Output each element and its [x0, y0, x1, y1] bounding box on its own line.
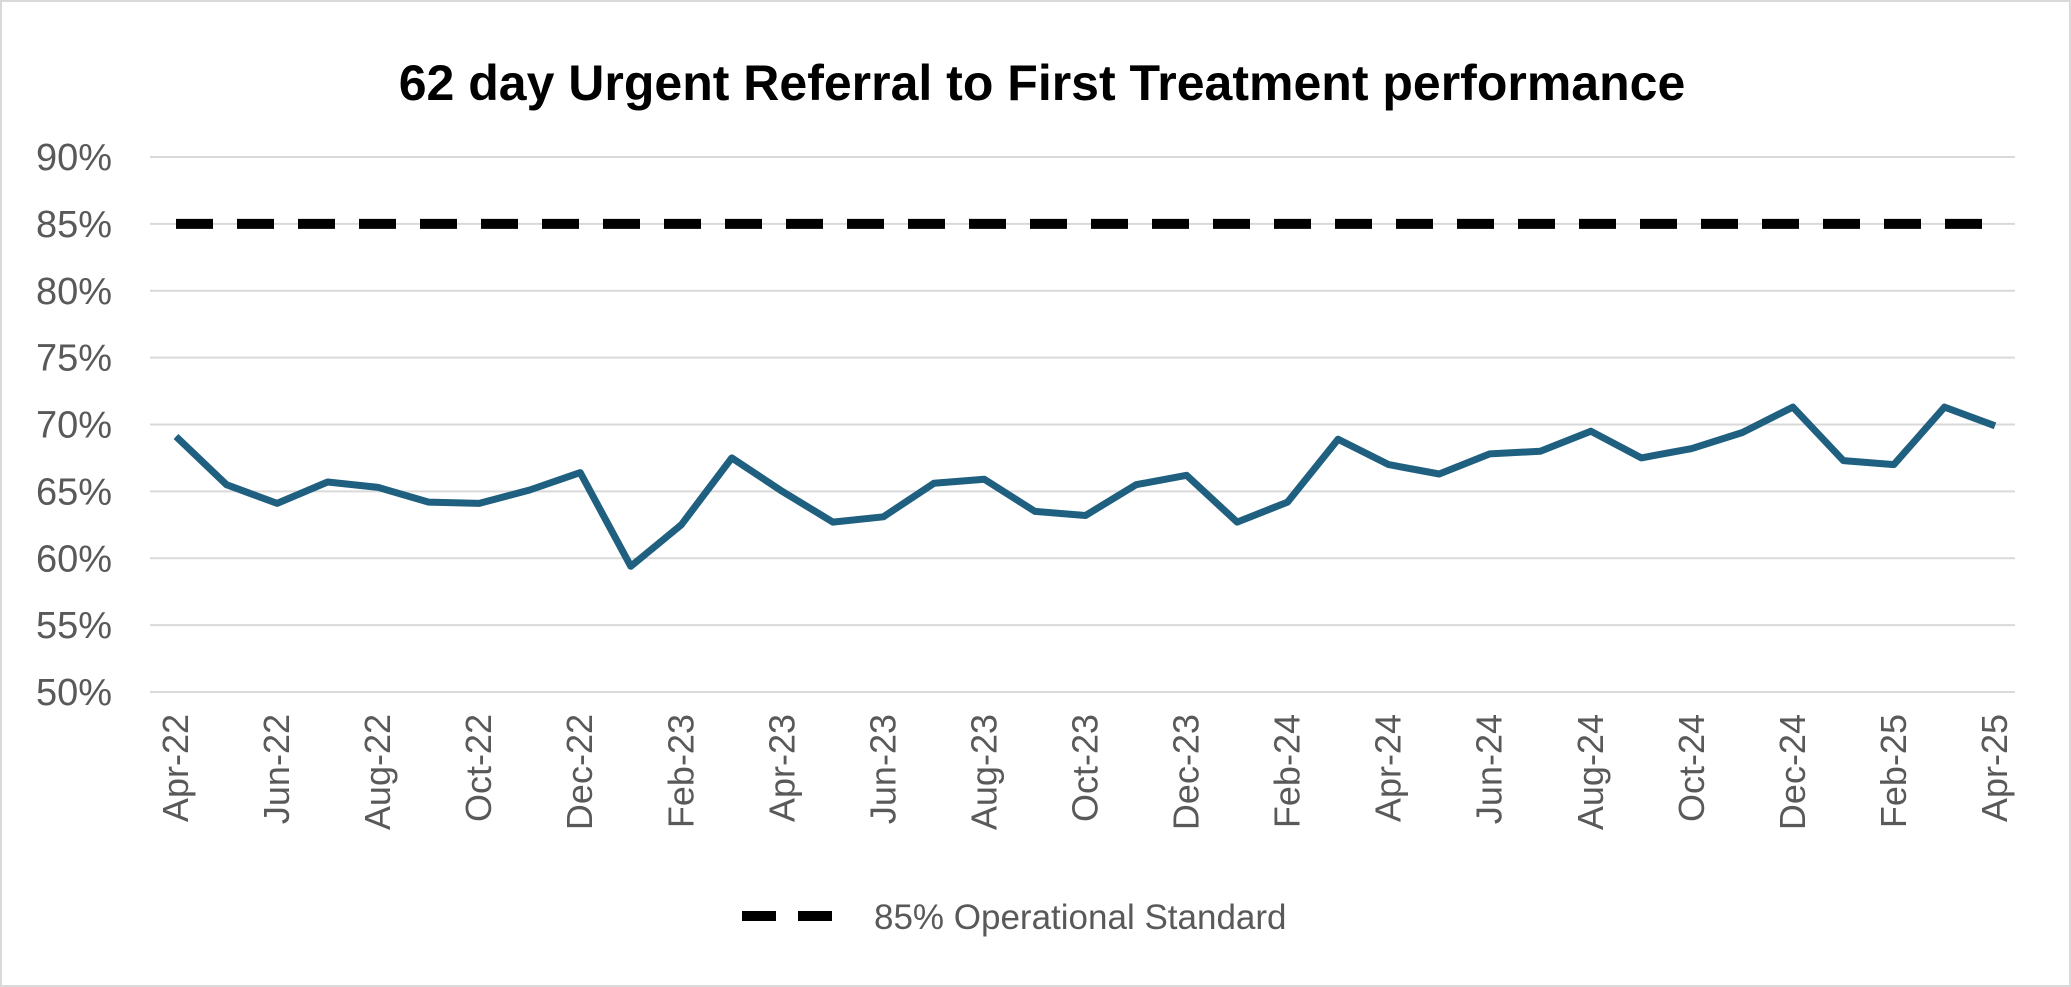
- x-tick-label: Dec-22: [559, 714, 600, 830]
- y-tick-label: 50%: [36, 672, 112, 714]
- grid-lines: [150, 156, 2015, 693]
- series-line-performance: [173, 403, 1997, 570]
- legend-label-operational-standard: 85% Operational Standard: [874, 898, 1287, 937]
- x-tick-label: Aug-22: [357, 714, 398, 830]
- x-tick-label: Dec-23: [1166, 714, 1207, 830]
- x-tick-label: Jun-24: [1469, 714, 1510, 824]
- x-tick-label: Oct-24: [1671, 714, 1712, 822]
- x-tick-label: Apr-22: [155, 714, 196, 822]
- x-tick-label: Apr-24: [1368, 714, 1409, 822]
- x-tick-label: Apr-23: [761, 714, 802, 822]
- y-tick-label: 85%: [36, 204, 112, 246]
- x-tick-label: Oct-22: [458, 714, 499, 822]
- x-tick-label: Feb-24: [1267, 714, 1308, 828]
- x-tick-label: Oct-23: [1065, 714, 1106, 822]
- x-tick-label: Apr-25: [1974, 714, 2015, 822]
- chart-title: 62 day Urgent Referral to First Treatmen…: [399, 55, 1686, 111]
- y-tick-label: 80%: [36, 271, 112, 313]
- y-tick-label: 70%: [36, 405, 112, 447]
- x-tick-label: Jun-23: [862, 714, 903, 824]
- y-tick-label: 75%: [36, 338, 112, 380]
- x-axis-tick-labels: Apr-22 Jun-22 Aug-22 Oct-22 Dec-22 Feb-23 Apr-…: [155, 714, 2015, 830]
- x-tick-label: Feb-23: [660, 714, 701, 828]
- series-lines: [173, 218, 1997, 570]
- x-tick-label: Feb-25: [1873, 714, 1914, 828]
- y-tick-label: 65%: [36, 471, 112, 513]
- x-tick-label: Aug-24: [1570, 714, 1611, 830]
- x-tick-label: Dec-24: [1772, 714, 1813, 830]
- y-tick-label: 55%: [36, 605, 112, 647]
- y-axis-tick-labels: 90% 85% 80% 75% 70% 65% 60% 55% 50%: [36, 137, 112, 714]
- y-tick-label: 60%: [36, 538, 112, 580]
- legend: 85% Operational Standard: [742, 898, 1287, 937]
- x-tick-label: Jun-22: [256, 714, 297, 824]
- x-tick-label: Aug-23: [963, 714, 1004, 830]
- y-tick-label: 90%: [36, 137, 112, 179]
